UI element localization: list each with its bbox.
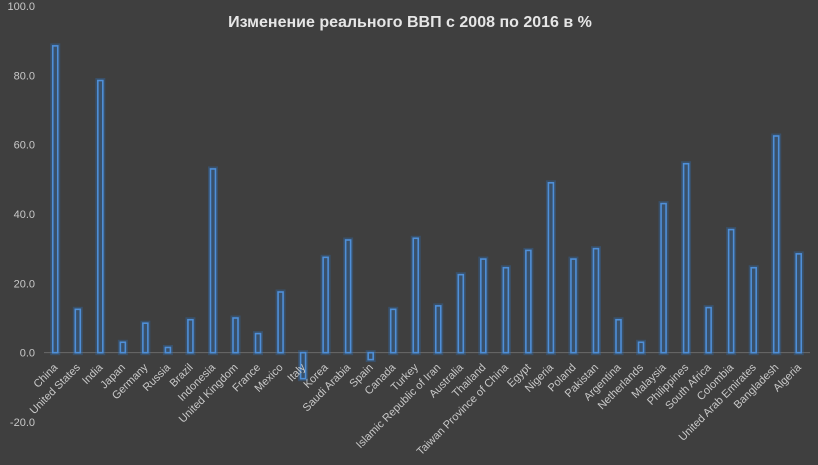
y-tick-label: -20.0: [10, 417, 35, 429]
y-tick-label: 40.0: [14, 209, 35, 221]
bar-islamic-republic-of-iran: [434, 305, 442, 354]
bar-bangladesh: [772, 135, 780, 354]
bar-australia: [457, 273, 465, 354]
bar-turkey: [412, 237, 420, 354]
bar-united-kingdom: [232, 317, 239, 354]
bar-italy: [299, 351, 307, 380]
bar-brazil: [187, 318, 194, 354]
y-tick-label: 0.0: [20, 348, 35, 360]
bar-spain: [367, 351, 374, 361]
bar-china: [51, 45, 59, 354]
bar-argentina: [615, 318, 622, 354]
bar-poland: [570, 258, 577, 354]
bar-germany: [142, 322, 149, 354]
y-tick-label: 60.0: [14, 140, 35, 152]
y-tick-label: 80.0: [14, 70, 35, 82]
bar-canada: [389, 308, 397, 354]
bar-philippines: [682, 162, 690, 354]
bar-japan: [119, 341, 127, 354]
y-tick-label: 20.0: [14, 278, 35, 290]
y-axis: -20.0 0.0 20.0 40.0 60.0 80.0 100.0: [7, 1, 35, 429]
bar-thailand: [480, 258, 487, 354]
bar-russia: [164, 346, 172, 354]
bar-india: [97, 79, 104, 354]
bar-netherlands: [637, 341, 645, 354]
bar-saudi-arabia: [344, 239, 352, 354]
bar-south-africa: [705, 306, 712, 354]
bar-united-states: [74, 308, 82, 354]
bars: [44, 43, 810, 382]
bar-malaysia: [660, 202, 667, 354]
bar-indonesia: [209, 168, 217, 354]
bar-egypt: [525, 249, 532, 354]
bar-korea: [322, 256, 329, 354]
bar-algeria: [795, 253, 803, 354]
bar-colombia: [727, 228, 735, 354]
bar-pakistan: [592, 247, 600, 354]
bar-taiwan-province-of-china: [502, 266, 510, 354]
bar-nigeria: [547, 182, 555, 354]
chart-title: Изменение реального ВВП с 2008 по 2016 в…: [228, 14, 592, 31]
bar-mexico: [277, 291, 284, 354]
y-tick-label: 100.0: [7, 1, 35, 13]
bar-france: [254, 332, 262, 354]
bar-united-arab-emirates: [750, 266, 757, 354]
